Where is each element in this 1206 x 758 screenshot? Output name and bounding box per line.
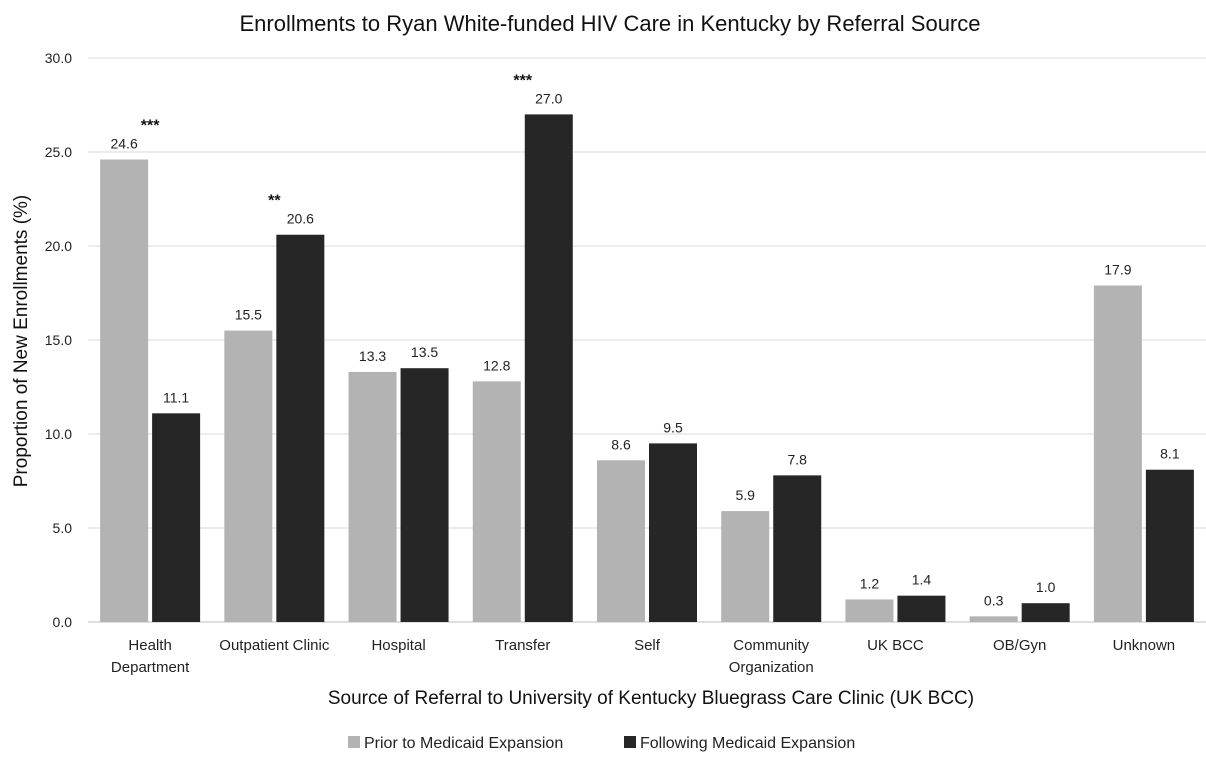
legend: Prior to Medicaid Expansion Following Med… [348, 735, 855, 752]
x-tick-label-line: Self [634, 637, 661, 654]
bar-following [524, 114, 573, 623]
x-tick-label-line: Hospital [371, 637, 425, 654]
bar-following [897, 595, 946, 622]
bar-following [773, 475, 822, 622]
x-tick-label-line: Outpatient Clinic [219, 637, 330, 654]
x-tick-label: OB/Gyn [993, 637, 1046, 654]
data-label: 12.8 [483, 357, 510, 373]
y-tick-label: 25.0 [45, 144, 72, 160]
x-axis-categories: Health Department Outpatient Clinic Hospita… [111, 637, 1175, 676]
data-label: 24.6 [110, 136, 137, 152]
legend-swatch-prior [348, 736, 360, 748]
x-tick-label-line: Health [128, 637, 171, 654]
y-tick-label: 15.0 [45, 332, 72, 348]
x-tick-label: UK BCC [867, 637, 924, 654]
bars [100, 114, 1194, 623]
bar-prior [348, 371, 397, 622]
data-label: 5.9 [735, 487, 755, 503]
y-axis-ticks: 0.0 5.0 10.0 15.0 20.0 25.0 30.0 [45, 50, 72, 630]
bar-following [649, 443, 697, 622]
x-tick-label: Community Organization [729, 637, 814, 676]
bar-following [400, 368, 449, 622]
x-tick-label-line: UK BCC [867, 637, 924, 654]
chart-title: Enrollments to Ryan White-funded HIV Car… [240, 11, 981, 36]
x-tick-label: Self [634, 637, 661, 654]
x-tick-label-line: Organization [729, 659, 814, 676]
bar-following [276, 234, 325, 622]
bar-prior [597, 460, 645, 622]
data-label: 1.0 [1036, 579, 1056, 595]
legend-label: Following Medicaid Expansion [640, 735, 855, 752]
significance-marker: ** [268, 193, 281, 210]
y-tick-label: 20.0 [45, 238, 72, 254]
x-tick-label-line: Unknown [1113, 637, 1176, 654]
y-tick-label: 0.0 [53, 614, 73, 630]
data-label: 20.6 [287, 211, 314, 227]
bar-prior [472, 381, 521, 622]
x-tick-label: Hospital [371, 637, 425, 654]
y-axis-title: Proportion of New Enrollments (%) [11, 195, 32, 488]
bar-following [1021, 603, 1070, 622]
significance-marker: *** [141, 118, 160, 135]
data-label: 0.3 [984, 592, 1004, 608]
x-axis-title: Source of Referral to University of Kent… [328, 688, 974, 709]
data-label: 17.9 [1104, 261, 1131, 277]
x-tick-label: Outpatient Clinic [219, 637, 330, 654]
data-label: 27.0 [535, 90, 562, 106]
data-label: 13.3 [359, 348, 386, 364]
bar-following [152, 413, 201, 622]
y-tick-label: 10.0 [45, 426, 72, 442]
y-tick-label: 5.0 [53, 520, 73, 536]
data-label: 1.2 [860, 575, 880, 591]
x-tick-label: Health Department [111, 637, 190, 676]
x-tick-label: Unknown [1113, 637, 1176, 654]
bar-prior [1093, 285, 1142, 622]
data-label: 8.1 [1160, 446, 1180, 462]
data-label: 7.8 [787, 451, 807, 467]
legend-label: Prior to Medicaid Expansion [364, 735, 563, 752]
data-label: 11.1 [163, 389, 189, 405]
x-tick-label-line: Community [733, 637, 809, 654]
data-labels: 24.6 11.1 15.5 20.6 13.3 13.5 12.8 27.0 8.6 9.5 5.… [110, 72, 1179, 608]
bar-prior [845, 599, 894, 622]
bar-prior [224, 330, 273, 622]
bar-prior [100, 159, 149, 622]
legend-swatch-following [624, 736, 636, 748]
x-tick-label-line: Transfer [495, 637, 550, 654]
bar-prior [969, 616, 1018, 622]
y-tick-label: 30.0 [45, 50, 72, 66]
data-label: 8.6 [611, 436, 631, 452]
bar-prior [721, 511, 770, 622]
data-label: 13.5 [411, 344, 438, 360]
bar-following [1145, 469, 1194, 622]
x-tick-label-line: Department [111, 659, 190, 676]
significance-marker: *** [513, 72, 532, 89]
data-label: 1.4 [912, 572, 932, 588]
x-tick-label-line: OB/Gyn [993, 637, 1046, 654]
data-label: 15.5 [235, 307, 262, 323]
data-label: 9.5 [663, 419, 683, 435]
gridlines [88, 57, 1206, 623]
x-tick-label: Transfer [495, 637, 550, 654]
